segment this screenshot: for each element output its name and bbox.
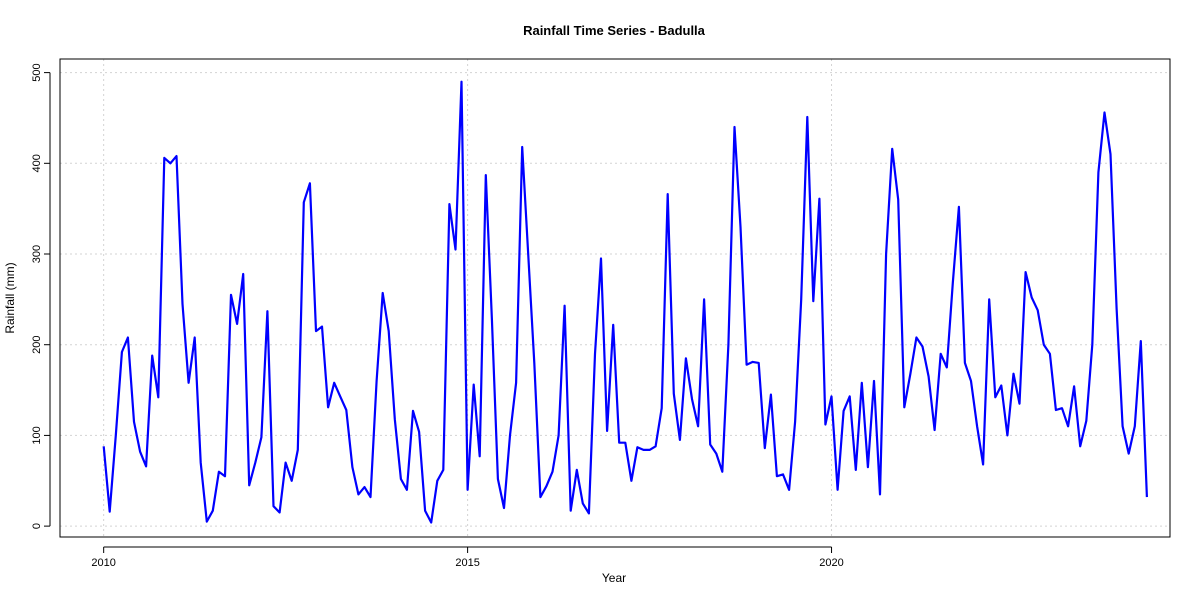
x-tick-label: 2020 (819, 557, 843, 569)
y-axis-title: Rainfall (mm) (3, 262, 17, 333)
y-tick-label: 300 (31, 245, 43, 263)
y-tick-label: 500 (31, 63, 43, 81)
y-tick-label: 200 (31, 336, 43, 354)
x-tick-label: 2015 (455, 557, 479, 569)
y-tick-label: 100 (31, 426, 43, 444)
y-tick-label: 0 (31, 523, 43, 529)
rainfall-series-line (102, 80, 1148, 524)
grid-layer (60, 59, 1170, 537)
x-axis-title: Year (602, 571, 626, 585)
chart-title: Rainfall Time Series - Badulla (523, 23, 706, 38)
x-tick-label: 2010 (91, 557, 115, 569)
y-tick-label: 400 (31, 154, 43, 172)
axis-layer: 2010 2015 2020 0 100 200 300 400 500 (31, 63, 844, 569)
plot-frame (59, 58, 1171, 538)
